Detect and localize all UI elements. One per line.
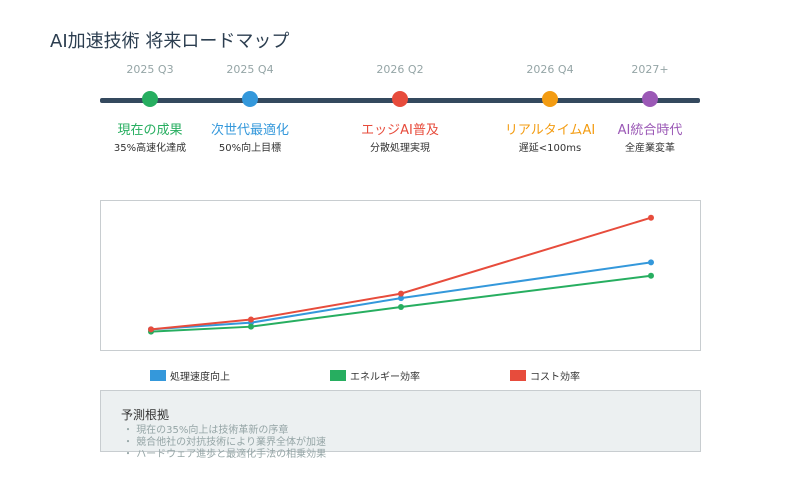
basis-item: 競合他社の対抗技術により業界全体が加速 bbox=[123, 437, 326, 449]
data-point-1-2 bbox=[398, 304, 404, 311]
milestone-desc: 全産業変革 bbox=[625, 143, 675, 154]
milestone-date: 2025 Q3 bbox=[126, 63, 174, 76]
data-point-2-2 bbox=[398, 290, 404, 297]
series-line-0 bbox=[150, 261, 652, 331]
legend-swatch bbox=[330, 369, 346, 381]
series-line-1 bbox=[150, 274, 652, 333]
forecast-basis-panel: 予測根拠 現在の35%向上は技術革新の序章 競合他社の対抗技術により業界全体が加… bbox=[100, 390, 701, 460]
legend-label: 処理速度向上 bbox=[170, 371, 230, 383]
legend-item-speed: 処理速度向上 bbox=[150, 368, 230, 383]
data-point-1-3 bbox=[648, 272, 654, 279]
chart-plot-area bbox=[148, 214, 654, 335]
milestone-desc: 50%向上目標 bbox=[218, 143, 282, 154]
basis-item: ハードウェア進歩と最適化手法の相乗効果 bbox=[123, 449, 326, 461]
data-point-2-0 bbox=[148, 326, 154, 333]
basis-item: 現在の35%向上は技術革新の序章 bbox=[123, 425, 326, 437]
milestone-dot bbox=[142, 91, 158, 107]
milestone-date: 2026 Q4 bbox=[526, 63, 574, 76]
legend-item-energy: エネルギー効率 bbox=[330, 368, 420, 383]
basis-title: 予測根拠 bbox=[121, 408, 170, 422]
milestone-date: 2027+ bbox=[631, 63, 669, 76]
data-point-2-3 bbox=[648, 214, 654, 221]
milestone-date: 2025 Q4 bbox=[226, 63, 274, 76]
milestone-label: 次世代最適化 bbox=[210, 123, 289, 138]
growth-chart bbox=[100, 200, 701, 351]
legend-item-cost: コスト効率 bbox=[510, 368, 580, 383]
data-point-2-1 bbox=[248, 316, 254, 323]
page-title: AI加速技術 将来ロードマップ bbox=[50, 31, 290, 52]
milestone-dot bbox=[542, 91, 558, 107]
milestone-label: エッジAI普及 bbox=[361, 123, 439, 138]
data-point-0-3 bbox=[648, 259, 654, 266]
legend-swatch bbox=[510, 369, 526, 381]
milestone-dot bbox=[392, 91, 408, 107]
milestone-dot bbox=[242, 91, 258, 107]
milestone-label: AI統合時代 bbox=[617, 123, 683, 138]
basis-list: 現在の35%向上は技術革新の序章 競合他社の対抗技術により業界全体が加速 ハード… bbox=[123, 425, 326, 461]
data-point-0-2 bbox=[398, 295, 404, 302]
milestone-desc: 遅延<100ms bbox=[518, 143, 582, 154]
milestone-desc: 35%高速化達成 bbox=[113, 143, 187, 154]
milestone-date: 2026 Q2 bbox=[376, 63, 424, 76]
legend-label: コスト効率 bbox=[530, 371, 580, 383]
milestone-label: 現在の成果 bbox=[117, 123, 183, 138]
legend-swatch bbox=[150, 369, 166, 381]
milestone-dot bbox=[642, 91, 658, 107]
data-point-1-1 bbox=[248, 323, 254, 330]
legend-label: エネルギー効率 bbox=[350, 371, 420, 383]
series-line-2 bbox=[150, 216, 652, 331]
milestone-desc: 分散処理実現 bbox=[370, 143, 430, 154]
milestone-label: リアルタイムAI bbox=[504, 123, 596, 138]
